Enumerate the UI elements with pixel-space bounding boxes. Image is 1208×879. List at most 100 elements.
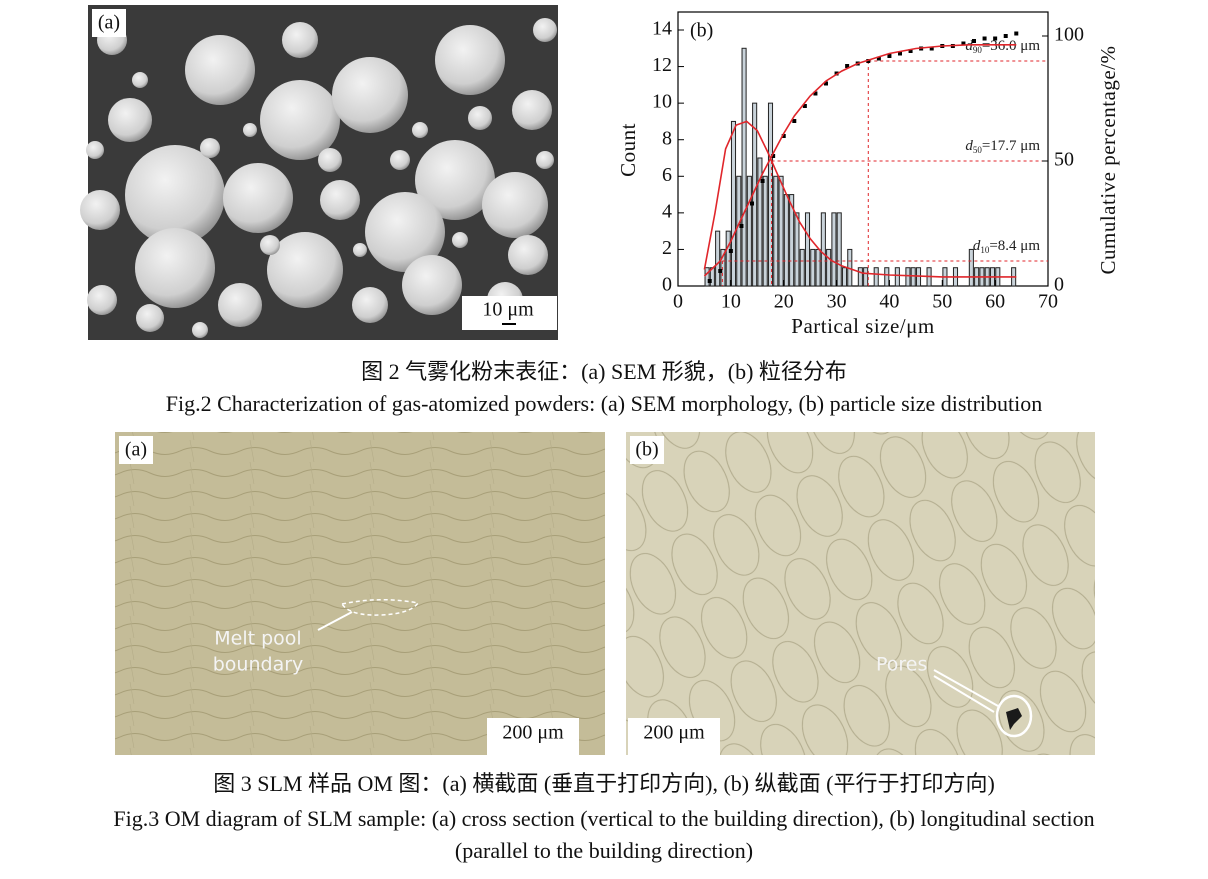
powder-particle (267, 232, 343, 308)
panel-label: (a) (125, 439, 147, 461)
bar (789, 194, 795, 287)
bar (884, 267, 890, 287)
powder-particle (282, 22, 318, 58)
annotation-text: =8.4 μm (989, 238, 1040, 254)
powder-particle (352, 287, 388, 323)
x-tick-label: 20 (774, 291, 794, 313)
label-box (119, 436, 153, 464)
data-point (739, 224, 744, 228)
y-tick-label: 10 (652, 91, 672, 113)
x-tick-label: 0 (673, 291, 683, 313)
bar (815, 248, 821, 287)
powder-particle (192, 322, 208, 338)
powder-particle (435, 25, 505, 95)
bar (757, 157, 763, 287)
bar (736, 175, 742, 287)
data-point (802, 104, 807, 108)
powder-particle (86, 141, 104, 159)
bar (873, 267, 879, 287)
data-point (876, 56, 881, 61)
bar (857, 267, 863, 287)
caption-en: (parallel to the building direction) (455, 838, 753, 863)
x-tick-label: 70 (1038, 291, 1058, 313)
powder-particle (136, 304, 164, 332)
powder-particle (415, 140, 495, 220)
bar (720, 248, 726, 287)
data-point (908, 49, 913, 53)
pore-circle (995, 694, 1033, 738)
bar (968, 248, 974, 287)
scale-bar-label: 10 μm (482, 299, 534, 321)
powder-particle (508, 235, 548, 275)
data-point (1003, 34, 1008, 38)
bar (746, 175, 752, 287)
powder-particle (218, 283, 262, 327)
data-point (972, 39, 976, 43)
annotation-symbol: d (965, 38, 973, 54)
powder-particle (243, 123, 257, 137)
fit-curve (703, 44, 1017, 277)
data-point (961, 41, 966, 46)
powder-particle (332, 57, 408, 133)
bar (725, 230, 731, 287)
annotation-symbol: d (973, 238, 981, 254)
powder-particle (468, 106, 492, 130)
caption-en: Fig.2 Characterization of gas-atomized p… (166, 391, 1043, 416)
scale-bar-box (487, 718, 579, 755)
data-point (993, 36, 998, 41)
bar (810, 248, 816, 287)
pore (1006, 708, 1022, 730)
bar (894, 267, 900, 287)
powder-particle (536, 151, 554, 169)
annotation-text: =17.7 μm (982, 138, 1041, 154)
scale-bar-box (628, 718, 720, 755)
bar (905, 267, 911, 287)
powder-particle (87, 285, 117, 315)
bar (783, 194, 789, 287)
label-box (630, 436, 664, 464)
y-tick-label: 8 (662, 127, 672, 149)
bar (831, 212, 837, 287)
powder-particle (482, 172, 548, 238)
annotation-text: =36.0 μm (982, 38, 1041, 54)
data-point (760, 179, 765, 183)
powder-particle (512, 90, 552, 130)
x-tick-label: 40 (879, 291, 899, 313)
caption-en: Fig.3 OM diagram of SLM sample: (a) cros… (113, 806, 1094, 831)
annotation: d10=8.4 μm (973, 238, 1041, 255)
melt-pool-outline (340, 598, 420, 616)
y-tick-label: 0 (662, 274, 672, 296)
data-point (929, 46, 934, 51)
arrow (317, 611, 353, 631)
y-tick-label: 2 (662, 237, 672, 259)
x-tick-label: 10 (721, 291, 741, 313)
powder-particle (80, 190, 120, 230)
data-point (898, 51, 902, 56)
panel-label: (a) (98, 12, 120, 34)
powder-particle (365, 192, 445, 272)
x-tick-label: 30 (827, 291, 847, 313)
scale-bar-label: 200 μm (643, 722, 705, 744)
powder-particle (108, 98, 152, 142)
y-tick-label: 12 (652, 54, 672, 76)
bar (762, 175, 768, 287)
y2-tick-label: 50 (1054, 149, 1074, 171)
data-point (1014, 31, 1019, 36)
y-tick-label: 4 (662, 200, 672, 222)
y-tick-label: 6 (662, 164, 672, 186)
powder-particle (132, 72, 148, 88)
powder-particle (412, 122, 428, 138)
data-point (750, 201, 754, 206)
y-axis-label: Count (616, 123, 640, 177)
bar (820, 212, 826, 287)
y2-axis-label: Cumulative percentage/% (1096, 46, 1120, 275)
bar (730, 120, 737, 287)
data-point (792, 119, 797, 123)
data-point (707, 279, 712, 283)
powder-particle (125, 145, 225, 245)
annotation: d50=17.7 μm (965, 138, 1040, 155)
bar (863, 267, 869, 287)
powder-particle (135, 228, 215, 308)
